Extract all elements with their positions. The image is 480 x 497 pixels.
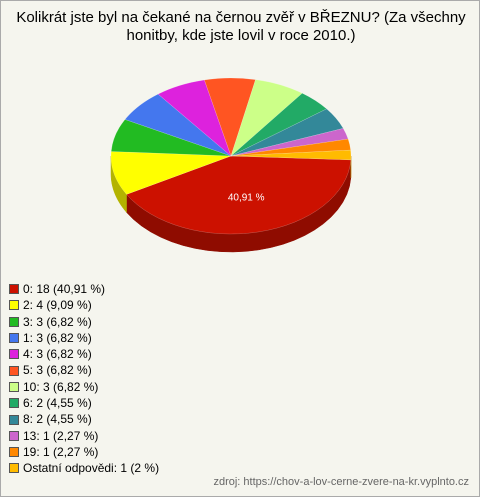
slice [110, 151, 232, 195]
legend-swatch [9, 284, 19, 295]
legend-swatch [9, 365, 19, 376]
legend-item: 1: 3 (6,82 %) [9, 330, 159, 346]
legend: 0: 18 (40,91 %) 2: 4 (9,09 %) 3: 3 (6,82 %… [9, 281, 159, 477]
legend-label: 13: 1 (2,27 %) [23, 428, 99, 443]
legend-label: 6: 2 (4,55 %) [23, 396, 92, 411]
slice [230, 79, 303, 157]
legend-swatch [9, 300, 19, 311]
legend-item: 8: 2 (4,55 %) [9, 411, 159, 427]
legend-item: 0: 18 (40,91 %) [9, 281, 159, 297]
legend-item: Ostatní odpovědi: 1 (2 %) [9, 460, 159, 476]
legend-item: 19: 1 (2,27 %) [9, 444, 159, 460]
slice [126, 155, 352, 235]
legend-item: 5: 3 (6,82 %) [9, 362, 159, 378]
legend-item: 3: 3 (6,82 %) [9, 314, 159, 330]
legend-swatch [9, 463, 19, 474]
legend-swatch [9, 349, 19, 360]
slice [230, 138, 351, 157]
legend-label: 4: 3 (6,82 %) [23, 347, 92, 362]
legend-swatch [9, 398, 19, 409]
legend-swatch [9, 414, 19, 425]
legend-label: 3: 3 (6,82 %) [23, 314, 92, 329]
chart-title: Kolikrát jste byl na čekané na černou zv… [16, 9, 466, 44]
legend-label: 5: 3 (6,82 %) [23, 363, 92, 378]
value-label: 40,91 % [228, 192, 265, 203]
legend-swatch [9, 333, 19, 344]
legend-swatch [9, 381, 19, 392]
legend-label: 0: 18 (40,91 %) [23, 282, 106, 296]
legend-swatch [9, 447, 19, 458]
legend-label: Ostatní odpovědi: 1 (2 %) [23, 461, 160, 476]
slice [124, 93, 232, 157]
legend-item: 2: 4 (9,09 %) [9, 297, 159, 313]
legend-item: 10: 3 (6,82 %) [9, 379, 159, 395]
legend-label: 1: 3 (6,82 %) [23, 330, 92, 345]
pie: 40,91 % [110, 77, 352, 253]
legend-label: 10: 3 (6,82 %) [23, 379, 99, 394]
slice [230, 92, 328, 157]
slice [230, 149, 352, 161]
legend-label: 8: 2 (4,55 %) [23, 412, 92, 427]
source: zdroj: https://chov-a-lov-cerne-zvere-na… [213, 476, 469, 488]
legend-item: 6: 2 (4,55 %) [9, 395, 159, 411]
legend-item: 4: 3 (6,82 %) [9, 346, 159, 362]
slice [230, 128, 349, 157]
legend-label: 19: 1 (2,27 %) [23, 444, 99, 459]
legend-label: 2: 4 (9,09 %) [23, 298, 92, 313]
slice [230, 108, 344, 157]
slice [110, 119, 232, 157]
legend-item: 13: 1 (2,27 %) [9, 428, 159, 444]
legend-swatch [9, 316, 19, 327]
legend-swatch [9, 430, 19, 441]
slice [157, 79, 232, 157]
slice [204, 77, 256, 157]
